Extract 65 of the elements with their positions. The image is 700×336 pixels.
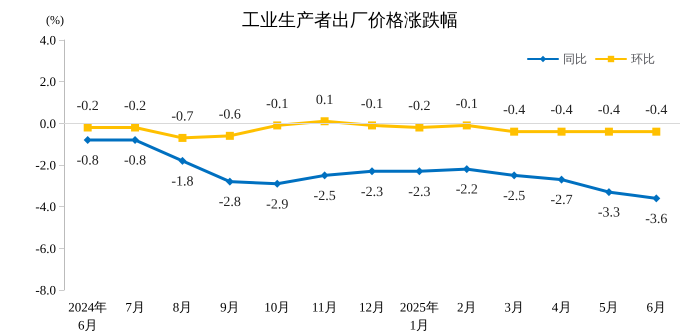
x-tick-label: 7月 — [125, 300, 145, 314]
data-label: -0.2 — [124, 99, 146, 114]
point — [131, 124, 140, 132]
data-label: -3.3 — [598, 206, 620, 221]
x-tick-label: 2024年 6月 — [68, 300, 108, 332]
point — [558, 176, 566, 184]
data-label: -0.4 — [598, 103, 620, 118]
x-tick-label: 10月 — [264, 300, 290, 314]
data-label: -2.2 — [456, 182, 478, 198]
y-tick-label: 2.0 — [40, 74, 56, 90]
x-tick-label: 8月 — [172, 300, 192, 314]
point — [368, 167, 376, 176]
x-tick-label: 12月 — [359, 300, 385, 314]
point — [510, 171, 518, 180]
data-label: -2.5 — [503, 188, 526, 204]
x-tick-label: 2025年 1月 — [400, 300, 439, 332]
y-axis-title: (%) — [46, 13, 64, 27]
data-label: -3.6 — [645, 212, 668, 227]
data-label: -0.1 — [360, 96, 384, 112]
chart-title: 工业生产者出厂价格涨跌幅 — [242, 10, 458, 30]
x-tick-label: 3月 — [504, 300, 524, 314]
data-label: -2.3 — [408, 184, 430, 200]
data-label: -0.1 — [456, 96, 478, 112]
data-label: -0.4 — [550, 103, 573, 118]
data-label: -0.6 — [218, 107, 241, 122]
point — [652, 128, 660, 136]
data-label: -0.1 — [266, 96, 288, 112]
y-tick-label: -6.0 — [35, 240, 56, 256]
point — [558, 128, 566, 136]
point — [178, 134, 186, 142]
data-label: -0.2 — [408, 99, 430, 114]
x-tick-label: 4月 — [552, 300, 572, 314]
data-label: -0.2 — [76, 99, 99, 114]
data-label: -0.4 — [645, 103, 668, 118]
y-tick-label: -2.0 — [35, 158, 56, 172]
x-tick-label: 9月 — [220, 300, 240, 314]
x-tick-label: 5月 — [599, 300, 619, 314]
y-tick-label: 0.0 — [40, 116, 56, 131]
data-label: 0.1 — [316, 92, 334, 108]
data-label: -0.8 — [76, 154, 99, 168]
data-label: -2.3 — [360, 184, 384, 200]
y-tick-label: -8.0 — [35, 282, 56, 298]
data-label: -1.8 — [171, 174, 194, 190]
x-tick-label: 11月 — [312, 300, 338, 314]
point — [604, 188, 613, 196]
point — [226, 132, 234, 140]
point — [415, 124, 424, 132]
data-label: -0.8 — [124, 154, 146, 168]
point — [510, 128, 518, 136]
y-tick-label: -4.0 — [35, 199, 56, 214]
y-tick-label: 4.0 — [40, 32, 56, 48]
point — [84, 124, 92, 132]
legend-label: 同比 — [563, 52, 587, 66]
point — [226, 178, 234, 186]
x-tick-label: 2月 — [457, 300, 477, 314]
data-label: -0.4 — [503, 103, 526, 118]
x-tick-label: 6月 — [646, 300, 666, 314]
data-label: -2.5 — [314, 188, 336, 204]
data-label: -0.7 — [171, 109, 194, 124]
legend-label: 环比 — [631, 52, 655, 66]
data-label: -2.7 — [550, 193, 573, 208]
point — [604, 128, 613, 136]
point — [178, 156, 186, 165]
data-label: -2.8 — [218, 195, 241, 210]
data-label: -2.9 — [266, 197, 288, 212]
